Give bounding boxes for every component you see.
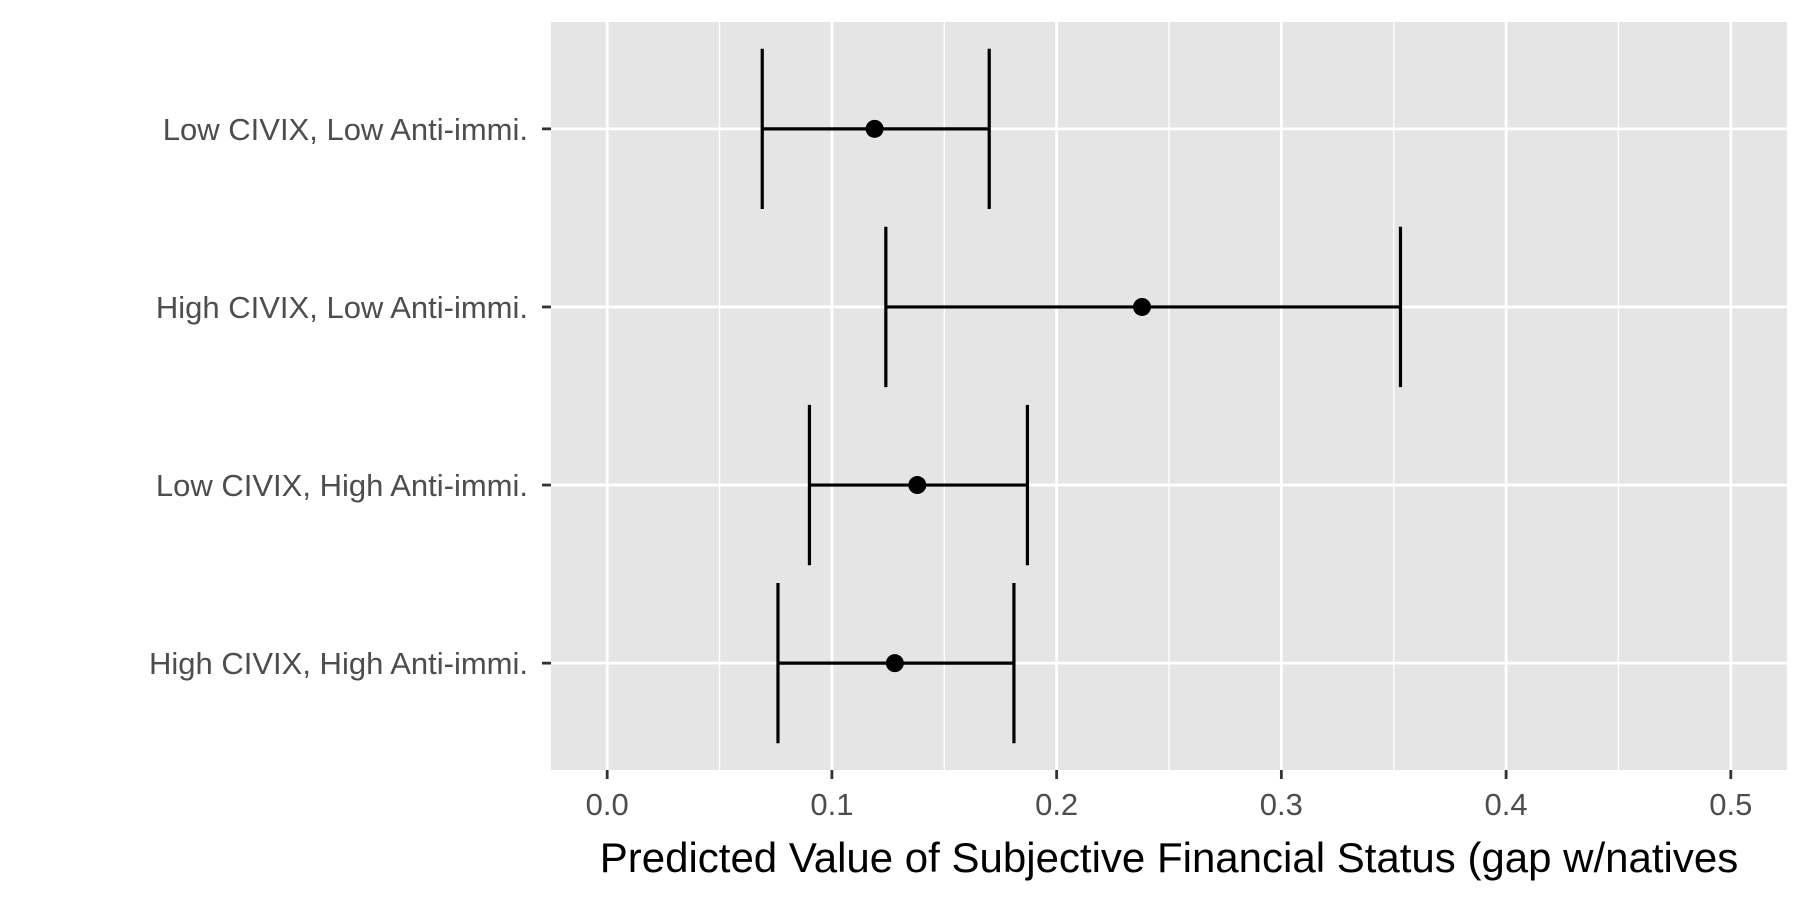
- x-tick-label: 0.0: [586, 787, 629, 822]
- x-axis: 0.0 0.1 0.2 0.3 0.4 0.5: [586, 770, 1752, 822]
- x-tick-label: 0.5: [1709, 787, 1752, 822]
- y-tick-label: High CIVIX, High Anti-immi.: [149, 646, 528, 681]
- x-tick-label: 0.4: [1485, 787, 1528, 822]
- error-bar: [807, 404, 1030, 566]
- error-bars: [760, 48, 1403, 744]
- point-estimate: [885, 654, 904, 673]
- point-estimate: [865, 119, 884, 138]
- y-tick-label: Low CIVIX, Low Anti-immi.: [163, 112, 528, 147]
- error-bar: [884, 226, 1403, 388]
- x-axis-title: Predicted Value of Subjective Financial …: [600, 834, 1739, 881]
- y-tick-label: High CIVIX, Low Anti-immi.: [156, 290, 528, 325]
- y-axis: Low CIVIX, Low Anti-immi. High CIVIX, Low…: [149, 112, 551, 681]
- error-bar: [760, 48, 991, 209]
- point-estimate: [1133, 297, 1152, 316]
- x-tick-label: 0.1: [810, 787, 853, 822]
- point-estimate: [908, 476, 927, 495]
- error-bar: [776, 583, 1016, 744]
- x-tick-label: 0.2: [1035, 787, 1078, 822]
- x-tick-label: 0.3: [1260, 787, 1303, 822]
- grid-lines: [551, 22, 1787, 770]
- y-tick-label: Low CIVIX, High Anti-immi.: [156, 468, 528, 503]
